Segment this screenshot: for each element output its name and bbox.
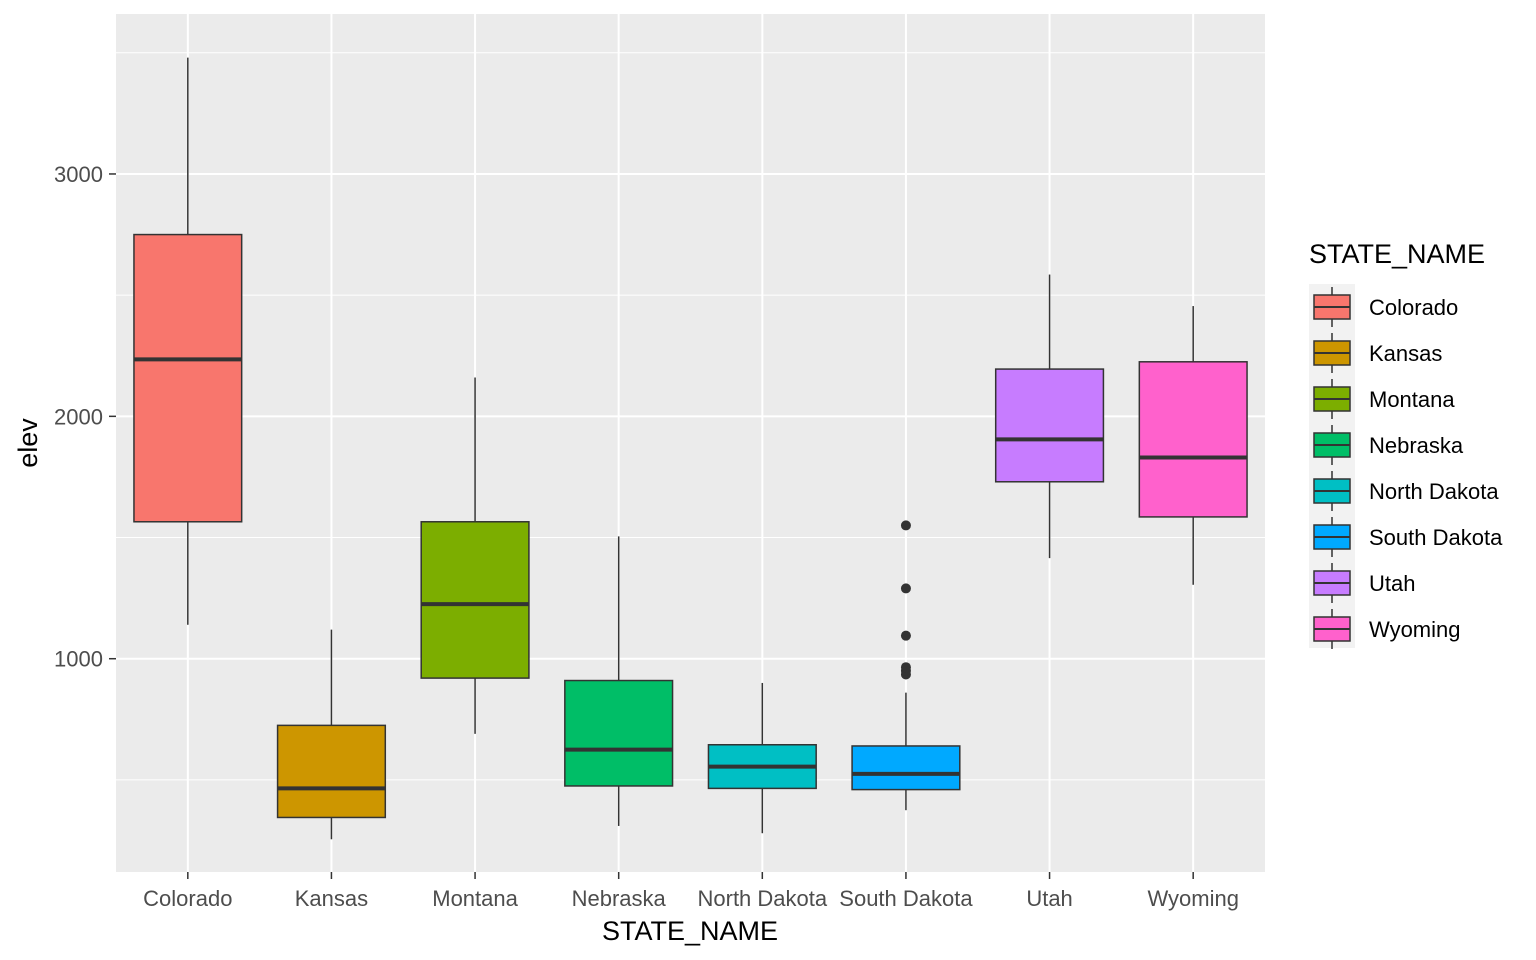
outlier-point — [900, 520, 911, 531]
box-wyoming — [1138, 306, 1248, 585]
legend-item-colorado: Colorado — [1313, 287, 1458, 327]
legend-items: Colorado Kansas Montana Nebraska North Dakot… — [1313, 287, 1503, 649]
x-tick-label: Colorado — [143, 886, 232, 911]
x-tick-label: Montana — [432, 886, 518, 911]
iqr-box — [420, 521, 530, 679]
legend-item-kansas: Kansas — [1313, 333, 1442, 373]
box-colorado — [133, 57, 243, 625]
y-tick-label: 1000 — [54, 647, 103, 672]
iqr-box — [133, 233, 243, 523]
box-kansas — [276, 629, 387, 840]
x-tick-label: Wyoming — [1147, 886, 1239, 911]
outlier-point — [900, 583, 911, 594]
x-tick-label: South Dakota — [839, 886, 973, 911]
y-axis-title: elev — [13, 418, 43, 468]
iqr-box — [851, 745, 961, 791]
y-tick-label: 3000 — [54, 162, 103, 187]
legend-item-north-dakota: North Dakota — [1313, 471, 1499, 511]
legend: STATE_NAME Colorado Kansas Montana Nebraska… — [1309, 239, 1503, 649]
x-tick-label: Utah — [1026, 886, 1072, 911]
x-tick-label: Kansas — [295, 886, 368, 911]
legend-label: Colorado — [1369, 295, 1458, 320]
iqr-box — [276, 724, 387, 819]
box-layer — [133, 57, 1248, 840]
iqr-box — [994, 368, 1105, 483]
x-tick-label: North Dakota — [698, 886, 828, 911]
legend-label: Montana — [1369, 387, 1455, 412]
box-south-dakota — [851, 520, 961, 811]
legend-title: STATE_NAME — [1309, 239, 1485, 269]
box-utah — [994, 274, 1105, 559]
box-nebraska — [564, 536, 674, 826]
legend-item-wyoming: Wyoming — [1313, 609, 1461, 649]
legend-label: Nebraska — [1369, 433, 1464, 458]
x-tick-label: Nebraska — [572, 886, 667, 911]
legend-item-montana: Montana — [1313, 379, 1455, 419]
legend-label: Utah — [1369, 571, 1415, 596]
iqr-box — [564, 679, 674, 787]
outlier-point — [900, 630, 911, 641]
legend-item-south-dakota: South Dakota — [1313, 517, 1503, 557]
x-axis-title: STATE_NAME — [602, 916, 778, 946]
axis-layer: 1000 2000 3000 Colorado Kansas Montana Nebrask… — [54, 162, 1239, 911]
y-tick-label: 2000 — [54, 404, 103, 429]
outlier-point — [900, 662, 911, 673]
legend-label: Kansas — [1369, 341, 1442, 366]
iqr-box — [1138, 361, 1248, 518]
box-montana — [420, 377, 530, 734]
legend-label: South Dakota — [1369, 525, 1503, 550]
legend-item-utah: Utah — [1313, 563, 1415, 603]
legend-item-nebraska: Nebraska — [1313, 425, 1464, 465]
legend-label: North Dakota — [1369, 479, 1499, 504]
box-north-dakota — [707, 682, 817, 834]
legend-label: Wyoming — [1369, 617, 1461, 642]
